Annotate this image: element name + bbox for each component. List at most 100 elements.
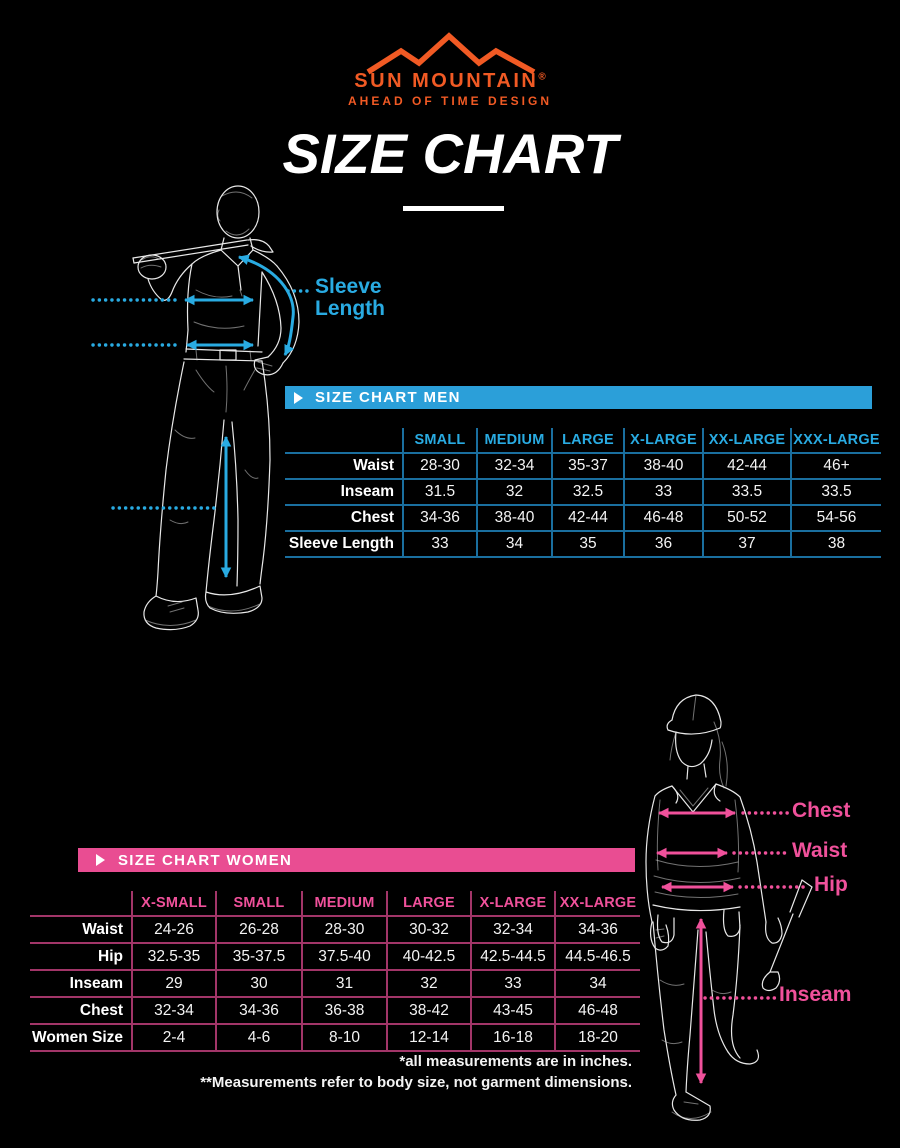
table-cell: 31 bbox=[301, 970, 387, 998]
table-cell: 18-20 bbox=[554, 1024, 640, 1052]
table-row: Sleeve Length 33 34 35 36 37 38 bbox=[285, 531, 881, 558]
table-cell: 35-37 bbox=[551, 453, 624, 480]
men-figure-sketch bbox=[132, 185, 300, 631]
mountain-logo-icon bbox=[366, 32, 536, 75]
column-header: X-LARGE bbox=[470, 891, 555, 917]
hip-label: Hip bbox=[814, 873, 848, 896]
table-cell: 42-44 bbox=[551, 505, 624, 532]
row-label: Waist bbox=[30, 916, 132, 944]
table-cell: 2-4 bbox=[131, 1024, 216, 1052]
brand-name: SUN MOUNTAIN® bbox=[0, 70, 900, 93]
table-row: Inseam 31.5 32 32.5 33 33.5 33.5 bbox=[285, 479, 881, 506]
table-cell: 8-10 bbox=[301, 1024, 387, 1052]
footnote-body-size: **Measurements refer to body size, not g… bbox=[200, 1074, 632, 1091]
table-cell: 16-18 bbox=[470, 1024, 555, 1052]
table-cell: 28-30 bbox=[301, 916, 387, 944]
table-cell: 32.5-35 bbox=[131, 943, 216, 971]
table-row: Waist 28-30 32-34 35-37 38-40 42-44 46+ bbox=[285, 453, 881, 480]
women-size-table: X-SMALL SMALL MEDIUM LARGE X-LARGE XX-LA… bbox=[30, 891, 640, 1052]
inseam-arrow bbox=[695, 917, 777, 1085]
chest-label: Chest bbox=[792, 799, 851, 822]
table-cell: 32-34 bbox=[470, 916, 555, 944]
sleeve-length-label: Sleeve Length bbox=[315, 276, 385, 320]
table-cell: 33 bbox=[623, 479, 703, 506]
column-header: SMALL bbox=[215, 891, 302, 917]
sleeve-length-arrow bbox=[237, 254, 313, 356]
sleeve-label-line2: Length bbox=[315, 297, 385, 320]
row-label: Chest bbox=[285, 505, 403, 532]
table-row: Chest 32-34 34-36 36-38 38-42 43-45 46-4… bbox=[30, 997, 640, 1025]
registered-mark: ® bbox=[538, 71, 546, 83]
men-figure-illustration bbox=[91, 185, 313, 631]
banner-arrow-icon bbox=[294, 391, 303, 404]
footnotes: *all measurements are in inches. **Measu… bbox=[200, 1051, 632, 1093]
table-cell: 46-48 bbox=[623, 505, 703, 532]
table-cell: 32-34 bbox=[476, 453, 552, 480]
table-cell: 30 bbox=[215, 970, 302, 998]
column-header: XX-LARGE bbox=[554, 891, 640, 917]
table-cell: 34 bbox=[476, 531, 552, 558]
table-cell: 40-42.5 bbox=[386, 943, 471, 971]
brand-tagline: AHEAD OF TIME DESIGN bbox=[347, 94, 552, 108]
page-title: SIZE CHART bbox=[282, 122, 618, 185]
table-cell: 50-52 bbox=[702, 505, 791, 532]
table-cell: 29 bbox=[131, 970, 216, 998]
corner-cell bbox=[285, 428, 403, 454]
table-row: Chest 34-36 38-40 42-44 46-48 50-52 54-5… bbox=[285, 505, 881, 532]
men-section-banner: SIZE CHART MEN bbox=[285, 386, 872, 409]
table-cell: 44.5-46.5 bbox=[554, 943, 640, 971]
women-banner-label: SIZE CHART WOMEN bbox=[118, 851, 293, 869]
table-cell: 36-38 bbox=[301, 997, 387, 1025]
brand-name-text: SUN MOUNTAIN bbox=[354, 70, 539, 92]
table-row: Inseam 29 30 31 32 33 34 bbox=[30, 970, 640, 998]
waist-label: Waist bbox=[792, 839, 848, 862]
table-cell: 38-40 bbox=[623, 453, 703, 480]
table-cell: 28-30 bbox=[402, 453, 477, 480]
column-header: X-SMALL bbox=[131, 891, 216, 917]
women-section-banner: SIZE CHART WOMEN bbox=[78, 848, 635, 872]
column-header: XXX-LARGE bbox=[790, 428, 881, 454]
column-header: X-LARGE bbox=[623, 428, 703, 454]
sleeve-label-line1: Sleeve bbox=[315, 275, 382, 298]
table-row: Women Size 2-4 4-6 8-10 12-14 16-18 18-2… bbox=[30, 1024, 640, 1052]
column-header: SMALL bbox=[402, 428, 477, 454]
men-table-header-row: SMALL MEDIUM LARGE X-LARGE XX-LARGE XXX-… bbox=[285, 428, 881, 454]
women-figure-illustration bbox=[645, 694, 813, 1121]
table-cell: 34 bbox=[554, 970, 640, 998]
table-cell: 43-45 bbox=[470, 997, 555, 1025]
table-cell: 30-32 bbox=[386, 916, 471, 944]
table-cell: 46+ bbox=[790, 453, 881, 480]
row-label: Waist bbox=[285, 453, 403, 480]
inseam-label: Inseam bbox=[779, 983, 852, 1006]
banner-arrow-icon bbox=[96, 854, 105, 866]
corner-cell bbox=[30, 891, 132, 917]
row-label: Inseam bbox=[285, 479, 403, 506]
row-label: Sleeve Length bbox=[285, 531, 403, 558]
table-cell: 35-37.5 bbox=[215, 943, 302, 971]
table-cell: 46-48 bbox=[554, 997, 640, 1025]
column-header: XX-LARGE bbox=[702, 428, 791, 454]
table-cell: 38-42 bbox=[386, 997, 471, 1025]
column-header: MEDIUM bbox=[476, 428, 552, 454]
table-cell: 38-40 bbox=[476, 505, 552, 532]
table-cell: 35 bbox=[551, 531, 624, 558]
table-row: Hip 32.5-35 35-37.5 37.5-40 40-42.5 42.5… bbox=[30, 943, 640, 971]
table-cell: 54-56 bbox=[790, 505, 881, 532]
table-cell: 32-34 bbox=[131, 997, 216, 1025]
women-table-header-row: X-SMALL SMALL MEDIUM LARGE X-LARGE XX-LA… bbox=[30, 891, 640, 917]
title-underline bbox=[403, 206, 504, 211]
row-label: Women Size bbox=[30, 1024, 132, 1052]
table-cell: 33 bbox=[470, 970, 555, 998]
table-cell: 42.5-44.5 bbox=[470, 943, 555, 971]
golf-club bbox=[761, 879, 813, 992]
table-cell: 32 bbox=[386, 970, 471, 998]
row-label: Chest bbox=[30, 997, 132, 1025]
table-cell: 4-6 bbox=[215, 1024, 302, 1052]
table-row: Waist 24-26 26-28 28-30 30-32 32-34 34-3… bbox=[30, 916, 640, 944]
column-header: LARGE bbox=[551, 428, 624, 454]
table-cell: 36 bbox=[623, 531, 703, 558]
table-cell: 26-28 bbox=[215, 916, 302, 944]
table-cell: 34-36 bbox=[554, 916, 640, 944]
table-cell: 33 bbox=[402, 531, 477, 558]
